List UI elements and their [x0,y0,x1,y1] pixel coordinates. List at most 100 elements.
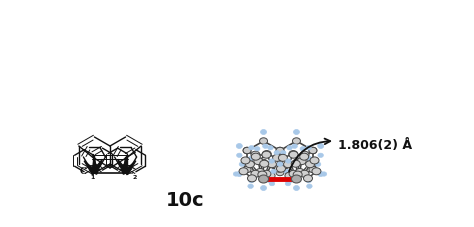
Ellipse shape [274,151,280,155]
Ellipse shape [300,170,309,177]
Polygon shape [84,161,96,175]
Ellipse shape [263,144,268,148]
Ellipse shape [291,160,300,167]
Ellipse shape [254,158,263,165]
Ellipse shape [278,154,287,161]
Ellipse shape [262,151,271,158]
Ellipse shape [281,151,286,155]
Ellipse shape [292,175,301,183]
Ellipse shape [277,162,283,166]
Ellipse shape [292,144,297,148]
Ellipse shape [273,154,282,161]
Ellipse shape [292,159,301,166]
Ellipse shape [300,151,309,158]
Ellipse shape [318,172,324,177]
Ellipse shape [239,162,245,166]
Ellipse shape [293,171,302,178]
Polygon shape [123,157,128,173]
Ellipse shape [309,147,317,154]
Ellipse shape [276,166,284,173]
Polygon shape [124,161,136,175]
Ellipse shape [318,153,323,158]
Ellipse shape [266,172,275,179]
Ellipse shape [307,184,312,188]
Ellipse shape [312,168,321,175]
Text: 1: 1 [91,175,95,180]
Ellipse shape [274,165,283,172]
Ellipse shape [285,181,291,186]
Ellipse shape [306,156,312,161]
Ellipse shape [258,175,269,183]
Ellipse shape [277,162,283,166]
Ellipse shape [289,178,294,182]
Ellipse shape [260,159,267,166]
Ellipse shape [268,178,273,183]
Ellipse shape [265,178,271,182]
Ellipse shape [276,166,284,173]
Ellipse shape [269,159,274,163]
Ellipse shape [287,146,292,150]
Ellipse shape [251,151,260,158]
Polygon shape [92,157,97,173]
Text: 2: 2 [133,175,137,180]
Ellipse shape [255,147,260,151]
Text: 1.806(2) Å: 1.806(2) Å [338,138,412,151]
Ellipse shape [243,147,251,154]
Ellipse shape [293,185,300,190]
Text: C: C [127,168,134,177]
Polygon shape [118,159,128,174]
Ellipse shape [300,147,306,151]
Ellipse shape [268,146,273,150]
Ellipse shape [269,181,275,186]
Ellipse shape [241,157,250,164]
Ellipse shape [243,147,251,154]
Ellipse shape [300,153,309,160]
Ellipse shape [306,146,311,150]
Ellipse shape [276,147,284,154]
Ellipse shape [303,175,309,179]
Ellipse shape [284,169,289,174]
Ellipse shape [260,176,267,182]
Ellipse shape [256,168,265,175]
Ellipse shape [237,143,242,148]
Ellipse shape [292,138,301,144]
Ellipse shape [292,176,301,182]
Ellipse shape [297,158,306,165]
Ellipse shape [310,157,319,164]
Text: 10c: 10c [166,190,204,210]
Ellipse shape [267,161,276,168]
Ellipse shape [247,175,256,182]
Ellipse shape [251,153,260,160]
Ellipse shape [262,151,271,158]
Ellipse shape [260,138,267,144]
Ellipse shape [248,184,254,188]
Ellipse shape [309,147,317,154]
Ellipse shape [237,172,242,177]
Ellipse shape [261,129,266,135]
Ellipse shape [243,166,251,173]
Ellipse shape [283,161,292,168]
Ellipse shape [289,151,298,158]
Ellipse shape [287,178,292,183]
Ellipse shape [276,165,285,172]
Ellipse shape [237,153,242,158]
Ellipse shape [271,169,276,174]
Ellipse shape [261,185,266,190]
Ellipse shape [285,172,294,179]
Ellipse shape [318,143,324,148]
Ellipse shape [315,162,321,166]
Ellipse shape [285,159,291,163]
Ellipse shape [295,168,304,175]
Ellipse shape [276,169,284,176]
Ellipse shape [306,161,315,168]
Ellipse shape [289,170,298,177]
Ellipse shape [303,175,312,182]
Ellipse shape [251,175,257,179]
Ellipse shape [309,166,317,173]
Ellipse shape [262,170,271,177]
Ellipse shape [248,156,254,161]
Ellipse shape [249,178,254,183]
Ellipse shape [258,171,267,178]
Ellipse shape [251,170,260,177]
Ellipse shape [276,147,284,154]
